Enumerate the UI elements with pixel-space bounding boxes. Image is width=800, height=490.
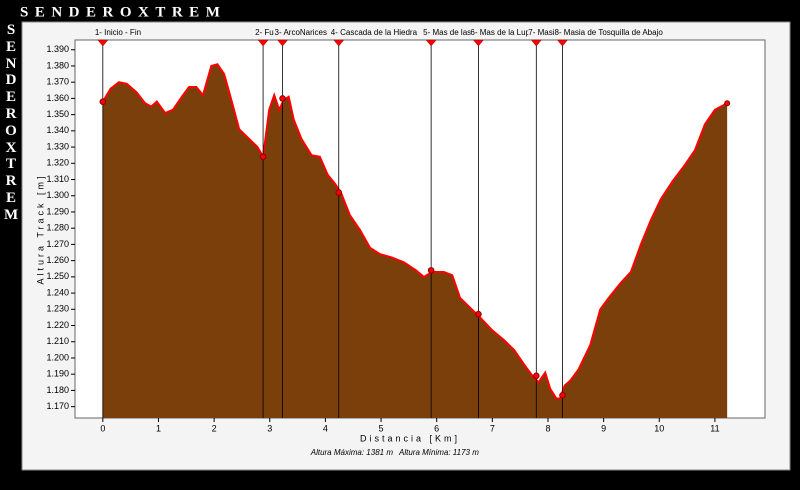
footer-max: Altura Máxima: 1381 m bbox=[310, 448, 394, 457]
waypoint-flag bbox=[556, 39, 568, 47]
waypoint-label-group: 2- Fu bbox=[255, 28, 274, 37]
y-tick-label: 1.180 bbox=[46, 385, 69, 395]
waypoint-flag bbox=[530, 39, 542, 47]
y-tick-label: 1.170 bbox=[46, 401, 69, 411]
y-tick-label: 1.390 bbox=[46, 44, 69, 54]
y-tick-label: 1.320 bbox=[46, 158, 69, 168]
y-tick-label: 1.360 bbox=[46, 93, 69, 103]
waypoint-marker bbox=[427, 267, 435, 274]
x-tick-label: 8 bbox=[545, 423, 550, 433]
waypoint-label: 7- Masi bbox=[528, 28, 554, 37]
waypoint-flag bbox=[97, 39, 109, 47]
waypoint-label: 1- Inicio - Fin bbox=[95, 28, 141, 37]
waypoint-flag bbox=[472, 39, 484, 47]
x-tick-label: 2 bbox=[212, 423, 217, 433]
waypoint-label: 8- Masia de Tosquilla de Abajo bbox=[554, 28, 663, 37]
y-tick-label: 1.280 bbox=[46, 223, 69, 233]
footer-min: Altura Mínima: 1173 m bbox=[398, 448, 479, 457]
waypoint-labels: 1- Inicio - Fin 2- Fu 3- ArcoNarices 4- Cas… bbox=[95, 28, 664, 37]
waypoint-label-group: 7- Masi bbox=[528, 28, 554, 37]
side-title: SENDEROXTREM bbox=[4, 22, 19, 223]
waypoint-label-group: 5- Mas de las bbox=[423, 28, 471, 37]
x-tick-label: 0 bbox=[100, 423, 105, 433]
x-tick-label: 4 bbox=[323, 423, 328, 433]
waypoint-label-group: 8- Masia de Tosquilla de Abajo bbox=[554, 28, 663, 37]
y-tick-label: 1.340 bbox=[46, 125, 69, 135]
waypoint-label: 6- Mas de la Lup bbox=[470, 28, 530, 37]
y-tick-label: 1.370 bbox=[46, 77, 69, 87]
waypoint-flag bbox=[333, 39, 345, 47]
y-axis-label: Altura Track [m] bbox=[35, 173, 45, 284]
x-tick-label: 6 bbox=[434, 423, 439, 433]
y-tick-label: 1.300 bbox=[46, 190, 69, 200]
x-tick-label: 3 bbox=[267, 423, 272, 433]
end-marker bbox=[724, 100, 731, 107]
y-tick-label: 1.290 bbox=[46, 206, 69, 216]
waypoint-flag bbox=[257, 39, 269, 47]
waypoint-flag bbox=[277, 39, 289, 47]
waypoint-marker bbox=[259, 153, 267, 161]
y-tick-label: 1.190 bbox=[46, 369, 69, 379]
waypoint-label-group: 3- ArcoNarices bbox=[275, 28, 327, 37]
waypoint-flag bbox=[425, 39, 437, 47]
y-tick-label: 1.200 bbox=[46, 352, 69, 362]
y-tick-label: 1.220 bbox=[46, 320, 69, 330]
y-tick-label: 1.260 bbox=[46, 255, 69, 265]
waypoint-label: 3- ArcoNarices bbox=[275, 28, 327, 37]
waypoint-marker bbox=[559, 391, 566, 399]
waypoint-label: 5- Mas de las bbox=[423, 28, 471, 37]
waypoint-marker bbox=[475, 310, 482, 318]
y-tick-label: 1.270 bbox=[46, 239, 69, 249]
waypoint-marker bbox=[279, 95, 286, 102]
waypoint-marker bbox=[335, 189, 343, 196]
chart-title: SENDEROXTREM bbox=[20, 4, 226, 20]
y-tick-label: 1.310 bbox=[46, 174, 69, 184]
y-tick-label: 1.230 bbox=[46, 304, 69, 314]
waypoint-label-group: 1- Inicio - Fin bbox=[95, 28, 141, 37]
y-tick-label: 1.330 bbox=[46, 141, 69, 151]
y-tick-label: 1.210 bbox=[46, 336, 69, 346]
waypoint-label: 4- Cascada de la Hiedra bbox=[331, 28, 418, 37]
waypoint-label-group: 6- Mas de la Lup bbox=[470, 28, 530, 37]
y-tick-label: 1.240 bbox=[46, 287, 69, 297]
profile-line bbox=[101, 63, 728, 400]
x-tick-label: 5 bbox=[379, 423, 384, 433]
x-tick-label: 1 bbox=[156, 423, 161, 433]
y-tick-label: 1.250 bbox=[46, 271, 69, 281]
y-tick-label: 1.380 bbox=[46, 60, 69, 70]
waypoint-marker bbox=[532, 372, 540, 380]
x-tick-label: 10 bbox=[654, 423, 664, 433]
x-tick-label: 11 bbox=[710, 423, 719, 433]
x-axis-label: Distancia [Km] bbox=[360, 433, 460, 443]
y-tick-label: 1.350 bbox=[46, 109, 69, 119]
waypoint-label-group: 4- Cascada de la Hiedra bbox=[331, 28, 418, 37]
x-tick-label: 9 bbox=[601, 423, 606, 433]
waypoint-marker bbox=[99, 98, 107, 105]
x-tick-label: 7 bbox=[490, 423, 495, 433]
waypoint-label: 2- Fu bbox=[255, 28, 274, 37]
area bbox=[102, 64, 728, 418]
